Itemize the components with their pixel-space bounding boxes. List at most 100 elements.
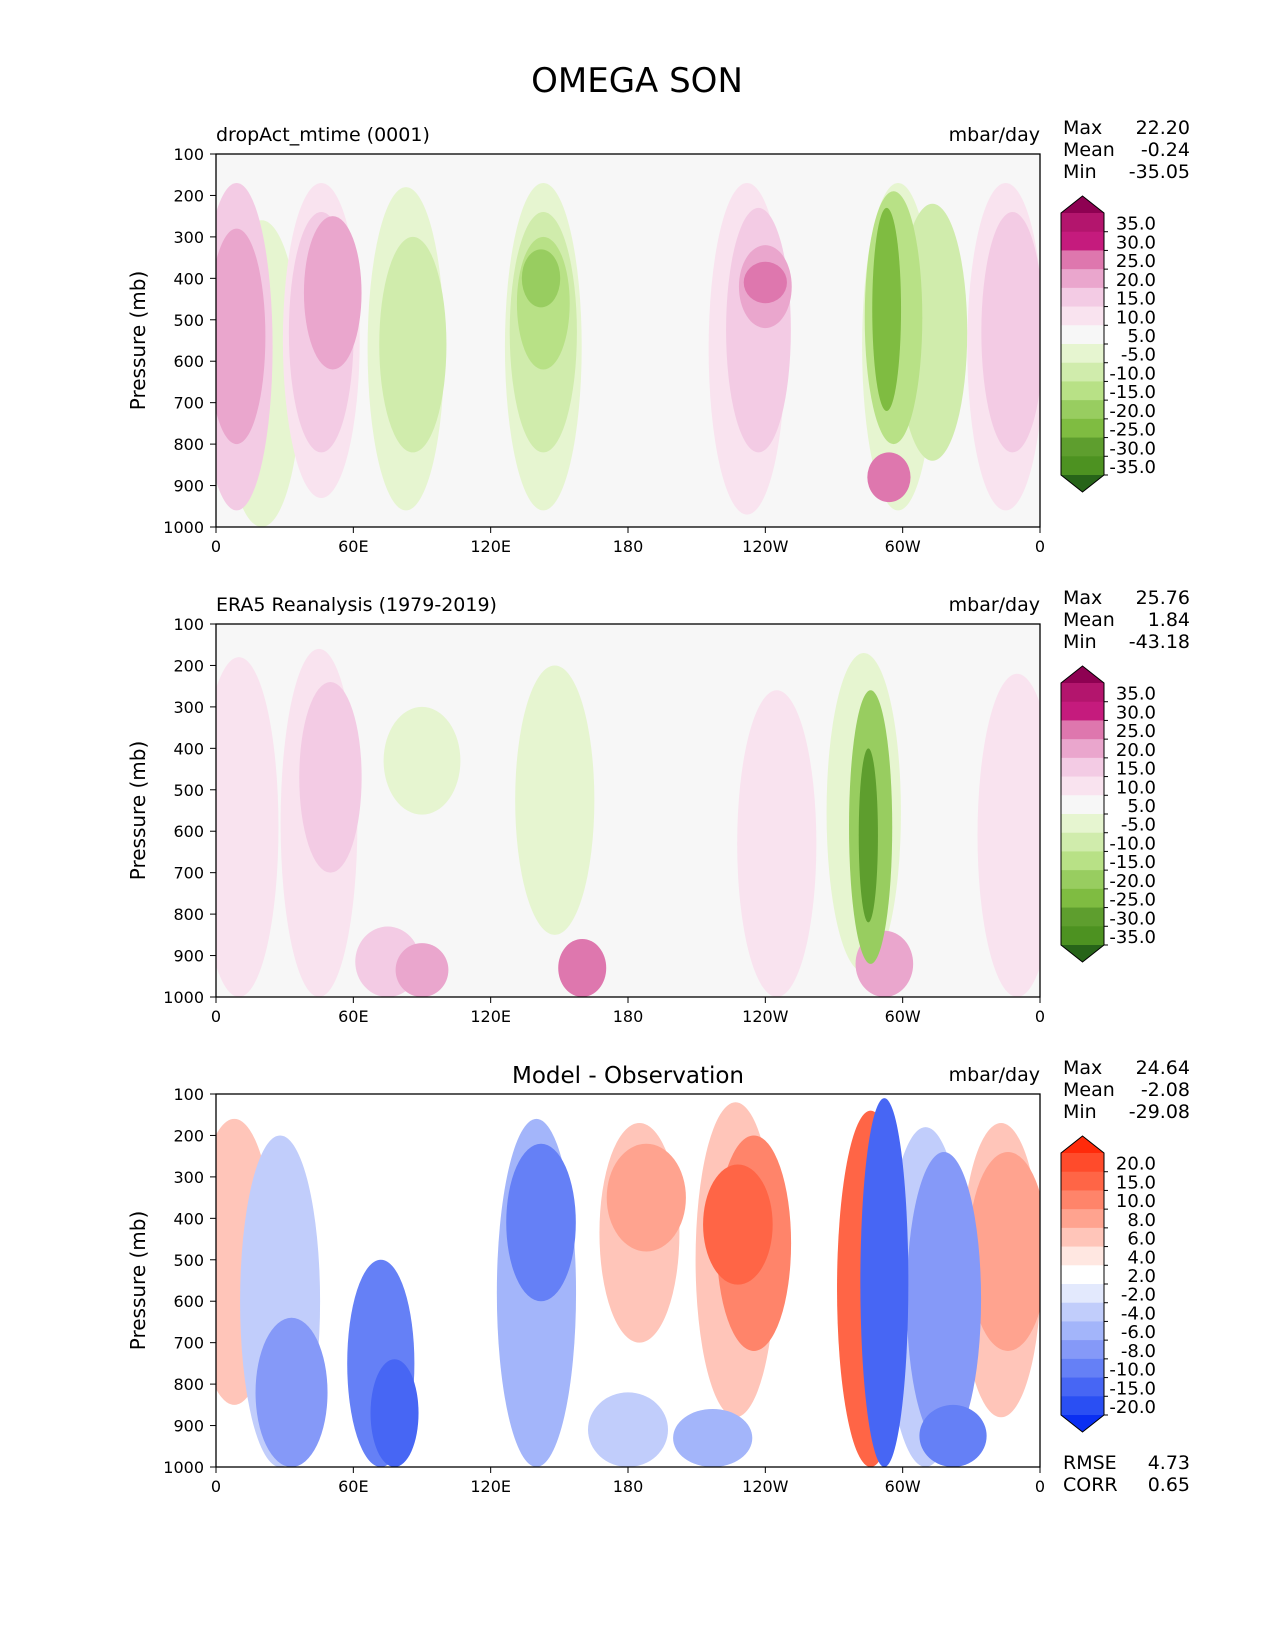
x-tick-label: 180 (613, 1007, 644, 1026)
colorbar-segment (1061, 1302, 1104, 1322)
colorbar-segment (1061, 287, 1104, 308)
colorbar-label: 20.0 (1116, 1154, 1156, 1175)
y-tick-label: 400 (173, 739, 204, 758)
y-tick-label: 900 (173, 1417, 204, 1436)
colorbar-label: -25.0 (1109, 890, 1156, 911)
data-region (981, 212, 1040, 453)
colorbar-segment (1061, 888, 1104, 909)
colorbar-segment (1061, 381, 1104, 401)
panel-2: 100 200 300 400 500 600 700 800 900 1000 0 60E 120E 1… (126, 587, 1190, 1026)
colorbar-label: 2.0 (1127, 1266, 1156, 1287)
x-tick-label: 60W (885, 1477, 921, 1496)
y-tick-label: 900 (173, 477, 204, 496)
data-region (867, 452, 911, 503)
figure-title: OMEGA SON (531, 61, 743, 101)
y-tick-label: 500 (173, 1251, 204, 1270)
data-region (370, 1359, 419, 1467)
colorbar-label: 15.0 (1116, 1172, 1156, 1193)
stat-value: -35.05 (1129, 161, 1190, 183)
y-tick-label: 300 (173, 228, 204, 247)
colorbar-extend-bottom (1061, 945, 1104, 962)
y-tick-label: 600 (173, 352, 204, 371)
colorbar-label: 25.0 (1116, 721, 1156, 742)
y-tick-label: 1000 (163, 1458, 204, 1477)
colorbar-segment (1061, 701, 1104, 721)
panel-3: 100 200 300 400 500 600 700 800 900 1000 0 60E 120E 1… (126, 1057, 1190, 1496)
data-region (506, 1143, 576, 1302)
x-tick-label: 60E (338, 537, 368, 556)
colorbar-label: -20.0 (1109, 871, 1156, 892)
colorbar-segment (1061, 437, 1104, 457)
colorbar-segment (1061, 1246, 1104, 1266)
stat-label: Mean (1063, 139, 1115, 161)
data-region (216, 228, 266, 445)
data-region (558, 938, 607, 997)
y-tick-label: 700 (173, 1334, 204, 1353)
y-tick-label: 100 (173, 615, 204, 634)
stat-label: Min (1063, 631, 1097, 653)
x-tick-label: 0 (211, 1007, 221, 1026)
data-region (977, 673, 1040, 997)
data-region (737, 690, 817, 997)
extra-stat-label: CORR (1063, 1474, 1118, 1496)
y-tick-label: 900 (173, 947, 204, 966)
colorbar: 20.015.010.08.06.04.02.0-2.0-4.0-6.0-8.0… (1060, 1135, 1156, 1433)
y-tick-label: 200 (173, 186, 204, 205)
colorbar-segment (1061, 1171, 1104, 1191)
data-region (606, 1143, 686, 1252)
x-tick-label: 120W (742, 537, 789, 556)
colorbar-label: -35.0 (1109, 927, 1156, 948)
stat-label: Mean (1063, 609, 1115, 631)
colorbar-label: -2.0 (1121, 1285, 1156, 1306)
colorbar-segment (1061, 1396, 1104, 1416)
data-region (216, 657, 279, 997)
colorbar-label: -20.0 (1109, 401, 1156, 422)
colorbar-segment (1061, 870, 1104, 890)
colorbar-extend-top (1061, 196, 1104, 213)
data-region (872, 207, 902, 411)
colorbar-label: -6.0 (1121, 1322, 1156, 1343)
colorbar-label: 5.0 (1127, 796, 1156, 817)
stat-value: 24.64 (1136, 1057, 1190, 1079)
data-region (919, 1404, 987, 1467)
colorbar-label: -30.0 (1109, 438, 1156, 459)
x-tick-label: 0 (1035, 1007, 1045, 1026)
units-label: mbar/day (949, 1064, 1040, 1086)
colorbar: 35.030.025.020.015.010.05.0-5.0-10.0-15.… (1060, 195, 1156, 493)
stat-label: Max (1063, 587, 1102, 609)
colorbar-segment (1061, 926, 1104, 946)
colorbar-segment (1061, 325, 1104, 345)
colorbar-extend-top (1061, 1136, 1104, 1153)
colorbar-label: -35.0 (1109, 457, 1156, 478)
data-region (858, 748, 878, 923)
colorbar-segment (1061, 776, 1104, 796)
colorbar-segment (1061, 400, 1104, 420)
colorbar-label: -15.0 (1109, 382, 1156, 403)
units-label: mbar/day (949, 124, 1040, 146)
data-region (588, 1392, 668, 1467)
colorbar-extend-bottom (1061, 1415, 1104, 1432)
colorbar-segment (1061, 418, 1104, 439)
colorbar-extend-top (1061, 666, 1104, 683)
colorbar-label: -4.0 (1121, 1303, 1156, 1324)
data-region (395, 943, 449, 997)
colorbar-label: 10.0 (1116, 1191, 1156, 1212)
stat-label: Min (1063, 161, 1097, 183)
stat-label: Mean (1063, 1079, 1115, 1101)
colorbar-label: -25.0 (1109, 420, 1156, 441)
stat-value: -2.08 (1141, 1079, 1190, 1101)
colorbar-segment (1061, 1190, 1104, 1210)
stat-value: 25.76 (1136, 587, 1190, 609)
colorbar-label: 20.0 (1116, 270, 1156, 291)
colorbar-label: 35.0 (1116, 684, 1156, 705)
y-tick-label: 100 (173, 145, 204, 164)
colorbar-segment (1061, 1209, 1104, 1229)
data-region (743, 261, 787, 304)
colorbar-segment (1061, 832, 1104, 852)
panel-1: 100 200 300 400 500 600 700 800 900 1000 0 60E 120E 1… (126, 117, 1190, 556)
y-tick-label: 500 (173, 781, 204, 800)
y-tick-label: 700 (173, 394, 204, 413)
x-tick-label: 120W (742, 1007, 789, 1026)
